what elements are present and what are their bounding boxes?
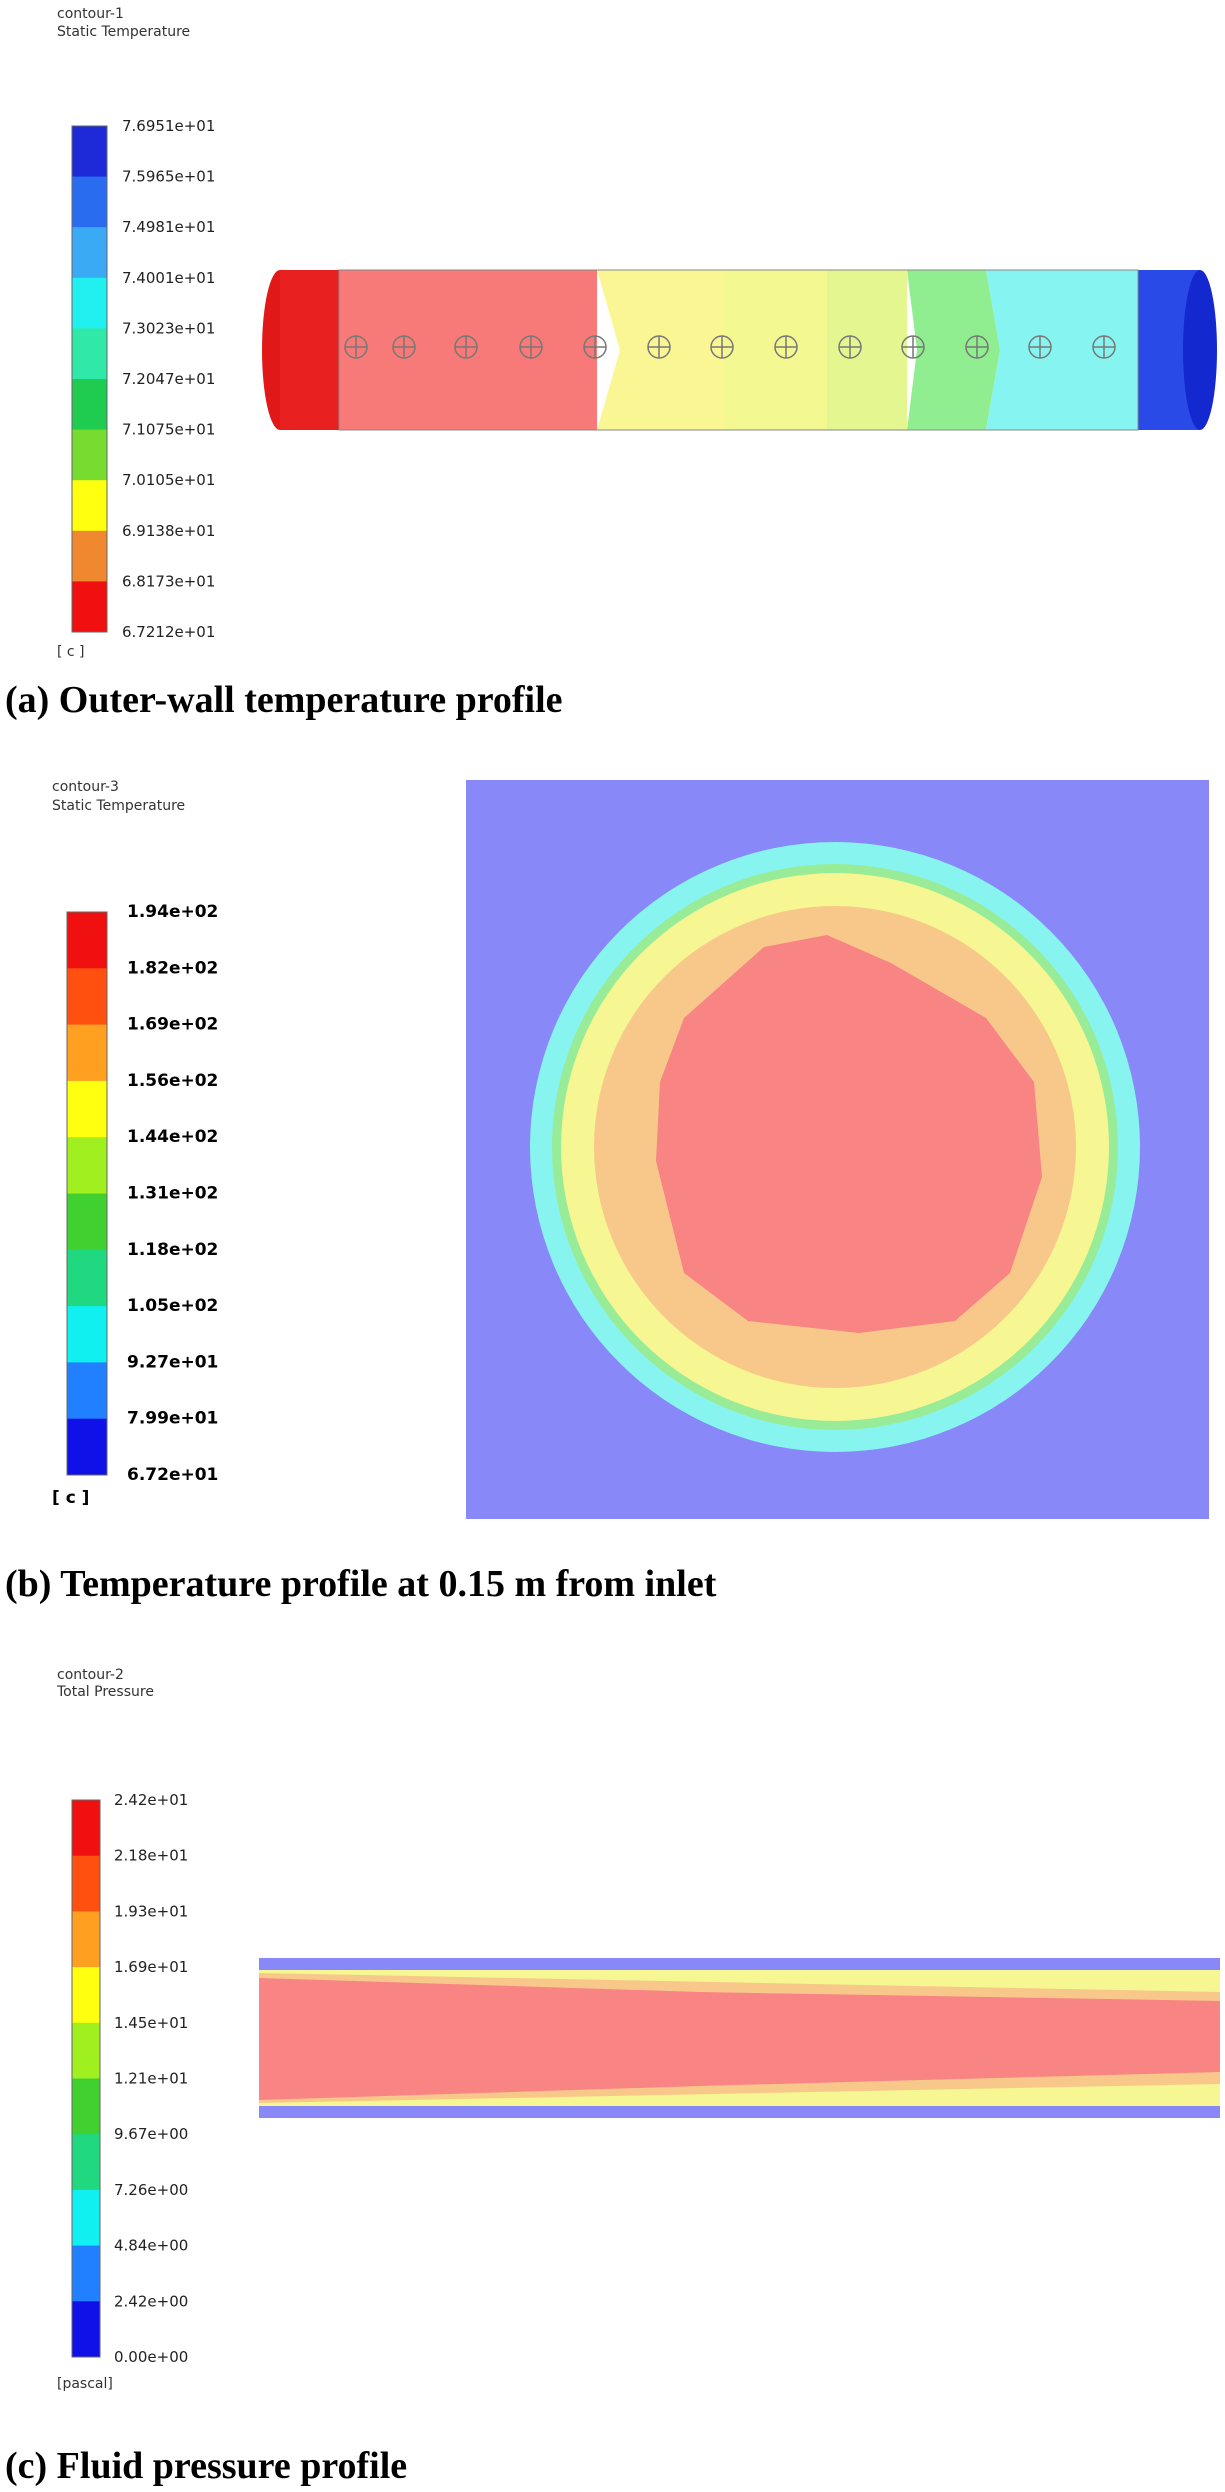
unit: [pascal] [57, 2376, 113, 2392]
legend-band [72, 530, 107, 582]
legend-label: 7.2047e+01 [122, 370, 215, 388]
contour-name: contour-3 [52, 779, 119, 795]
legend-band [72, 1800, 100, 1857]
legend-frame [66, 911, 108, 1476]
legend-label: 7.26e+00 [114, 2181, 188, 2199]
legend-label: 7.0105e+01 [122, 471, 215, 489]
probe-cross [455, 336, 477, 358]
probe-cross [345, 336, 367, 358]
legend-band [72, 1967, 100, 2024]
caption: (b) Temperature profile at 0.15 m from i… [5, 1563, 717, 1605]
legend-label: 2.42e+01 [114, 1791, 188, 1809]
legend-label: 6.8173e+01 [122, 572, 215, 590]
legend-band [72, 1855, 100, 1912]
legend-label: 1.93e+01 [114, 1902, 188, 1920]
legend-band [72, 379, 107, 431]
probe-cross [711, 336, 733, 358]
legend-label: 1.94e+02 [127, 902, 218, 922]
legend-label: 1.69e+02 [127, 1015, 218, 1035]
legend-label: 6.9138e+01 [122, 522, 215, 540]
legend-label: 7.4001e+01 [122, 269, 215, 287]
legend-label: 1.69e+01 [114, 1958, 188, 1976]
legend-label: 9.67e+00 [114, 2125, 188, 2143]
contour-name: contour-1 [57, 6, 124, 22]
legend-label: 1.44e+02 [127, 1127, 218, 1147]
legend-label: 7.6951e+01 [122, 117, 215, 135]
probe-cross [584, 336, 606, 358]
legend-frame [71, 1799, 101, 2358]
caption: (c) Fluid pressure profile [5, 2445, 407, 2487]
legend-band [67, 1080, 107, 1138]
caption: (a) Outer-wall temperature profile [5, 679, 563, 721]
legend-band [72, 277, 107, 329]
legend-band [67, 968, 107, 1026]
probe-cross [393, 336, 415, 358]
legend-label: 0.00e+00 [114, 2348, 188, 2366]
legend-label: 1.82e+02 [127, 958, 218, 978]
variable-name: Static Temperature [57, 24, 190, 40]
legend-band [72, 328, 107, 380]
legend-band [72, 429, 107, 481]
contour-name: contour-2 [57, 1667, 124, 1683]
legend-label: 1.05e+02 [127, 1296, 218, 1316]
unit: [ c ] [57, 644, 85, 660]
legend-band [72, 480, 107, 532]
legend-label: 7.99e+01 [127, 1409, 218, 1429]
probe-cross [839, 336, 861, 358]
cylinder [262, 269, 1217, 431]
legend-label: 7.3023e+01 [122, 319, 215, 337]
legend-label: 6.7212e+01 [122, 623, 215, 641]
legend-label: 1.31e+02 [127, 1184, 218, 1204]
legend-band [67, 1306, 107, 1363]
legend-label: 9.27e+01 [127, 1352, 218, 1372]
unit: [ c ] [52, 1488, 89, 1508]
probe-cross [1029, 336, 1051, 358]
legend-band [67, 912, 107, 969]
legend-band [72, 227, 107, 279]
legend-frame [71, 125, 108, 633]
legend-label: 7.5965e+01 [122, 168, 215, 186]
cross-section [466, 780, 1209, 1519]
legend-label: 1.18e+02 [127, 1240, 218, 1260]
legend-label: 4.84e+00 [114, 2237, 188, 2255]
legend-band [67, 1362, 107, 1420]
legend-band [67, 1137, 107, 1194]
probe-cross [966, 336, 988, 358]
legend-band [72, 581, 107, 633]
legend-label: 1.45e+01 [114, 2014, 188, 2032]
legend-label: 2.42e+00 [114, 2292, 188, 2310]
legend-band [67, 1193, 107, 1251]
legend-band [72, 2301, 100, 2358]
legend-band [72, 2078, 100, 2135]
legend-label: 1.21e+01 [114, 2070, 188, 2088]
legend-label: 7.1075e+01 [122, 421, 215, 439]
variable-name: Static Temperature [52, 798, 185, 814]
legend-band [67, 1024, 107, 1082]
probe-cross [520, 336, 542, 358]
legend-label: 7.4981e+01 [122, 218, 215, 236]
probe-cross [1093, 336, 1115, 358]
legend-band [72, 2245, 100, 2302]
legend-band [72, 2022, 100, 2079]
legend-band [72, 176, 107, 228]
legend-label: 2.18e+01 [114, 1847, 188, 1865]
probe-cross [902, 336, 924, 358]
legend-band [72, 2189, 100, 2247]
legend-band [72, 2134, 100, 2191]
legend-band [67, 1249, 107, 1307]
legend-band [67, 1418, 107, 1476]
legend-band [72, 1911, 100, 1968]
probe-cross [648, 336, 670, 358]
legend-band [72, 126, 107, 178]
legend-label: 1.56e+02 [127, 1071, 218, 1091]
pipe-section [259, 1958, 1220, 2118]
legend-label: 6.72e+01 [127, 1465, 218, 1485]
variable-name: Total Pressure [56, 1684, 154, 1700]
probe-markers [344, 335, 1116, 359]
probe-cross [775, 336, 797, 358]
